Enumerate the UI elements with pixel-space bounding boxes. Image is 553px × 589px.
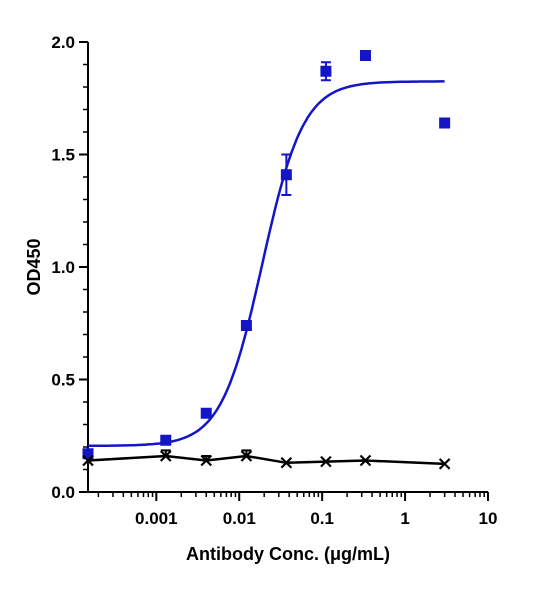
data-point-stroke [159,450,172,462]
data-point [240,450,253,462]
data-point-stroke [82,454,94,467]
data-point [280,169,292,181]
series-1 [82,50,451,460]
data-point-stroke [320,455,332,468]
x-tick-label: 0.01 [223,509,256,528]
data-point [320,455,332,468]
y-tick-label: 1.5 [51,146,75,165]
data-point-stroke [359,454,372,467]
connecting-line [87,454,445,466]
data-point [200,454,213,467]
x-tick-label: 0.1 [310,509,334,528]
data-point-stroke [200,454,213,467]
series-2 [82,449,451,470]
data-point-stroke [240,450,253,462]
y-tick-label: 0.5 [51,371,75,390]
y-tick-label: 0.0 [51,483,75,502]
y-axis-title: OD450 [24,238,44,295]
y-axis: 0.0 0.5 1.0 1.5 2.0 [51,33,89,502]
x-axis-title: Antibody Conc. (μg/mL) [186,544,390,564]
data-point [200,407,212,419]
y-tick-label: 1.0 [51,258,75,277]
fit-curve [88,80,445,448]
data-point [82,448,94,460]
y-tick-label: 2.0 [51,33,75,52]
data-point [438,458,451,470]
data-point [359,454,372,467]
x-axis: 0.001 0.01 0.1 1 10 [88,491,498,528]
data-point [160,434,172,446]
data-point [280,456,293,469]
x-tick-label: 0.001 [135,509,178,528]
data-point [240,320,252,331]
data-point [359,50,371,61]
data-point [82,454,94,467]
data-point [320,65,332,77]
data-point [159,450,172,462]
data-point [439,117,451,129]
x-tick-label: 10 [479,509,498,528]
data-point-stroke [280,456,293,469]
x-tick-label: 1 [400,509,409,528]
data-point-stroke [438,458,451,470]
